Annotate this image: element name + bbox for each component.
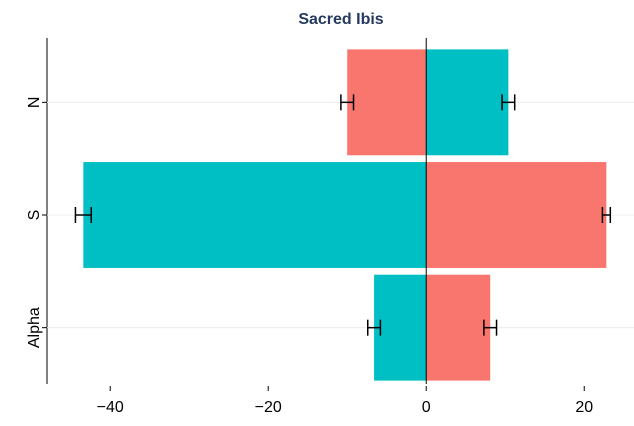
bar — [426, 274, 491, 381]
error-bar — [367, 319, 382, 336]
error-bar — [340, 94, 355, 111]
x-tick-label: −40 — [97, 399, 124, 416]
bar — [426, 49, 509, 156]
x-tick-label: 20 — [575, 399, 593, 416]
error-bar — [483, 319, 498, 336]
x-tick-label: 0 — [422, 399, 431, 416]
y-tick-label: N — [26, 97, 43, 109]
error-bar — [501, 94, 516, 111]
chart-title: Sacred Ibis — [298, 11, 383, 28]
y-tick-label: S — [26, 210, 43, 221]
error-bar — [74, 207, 92, 223]
bar — [83, 162, 427, 268]
y-tick-label: Alpha — [26, 307, 43, 348]
bar — [374, 274, 427, 381]
error-bar — [601, 207, 612, 223]
bar — [347, 49, 427, 156]
bar — [426, 162, 607, 268]
x-tick-label: −20 — [255, 399, 282, 416]
